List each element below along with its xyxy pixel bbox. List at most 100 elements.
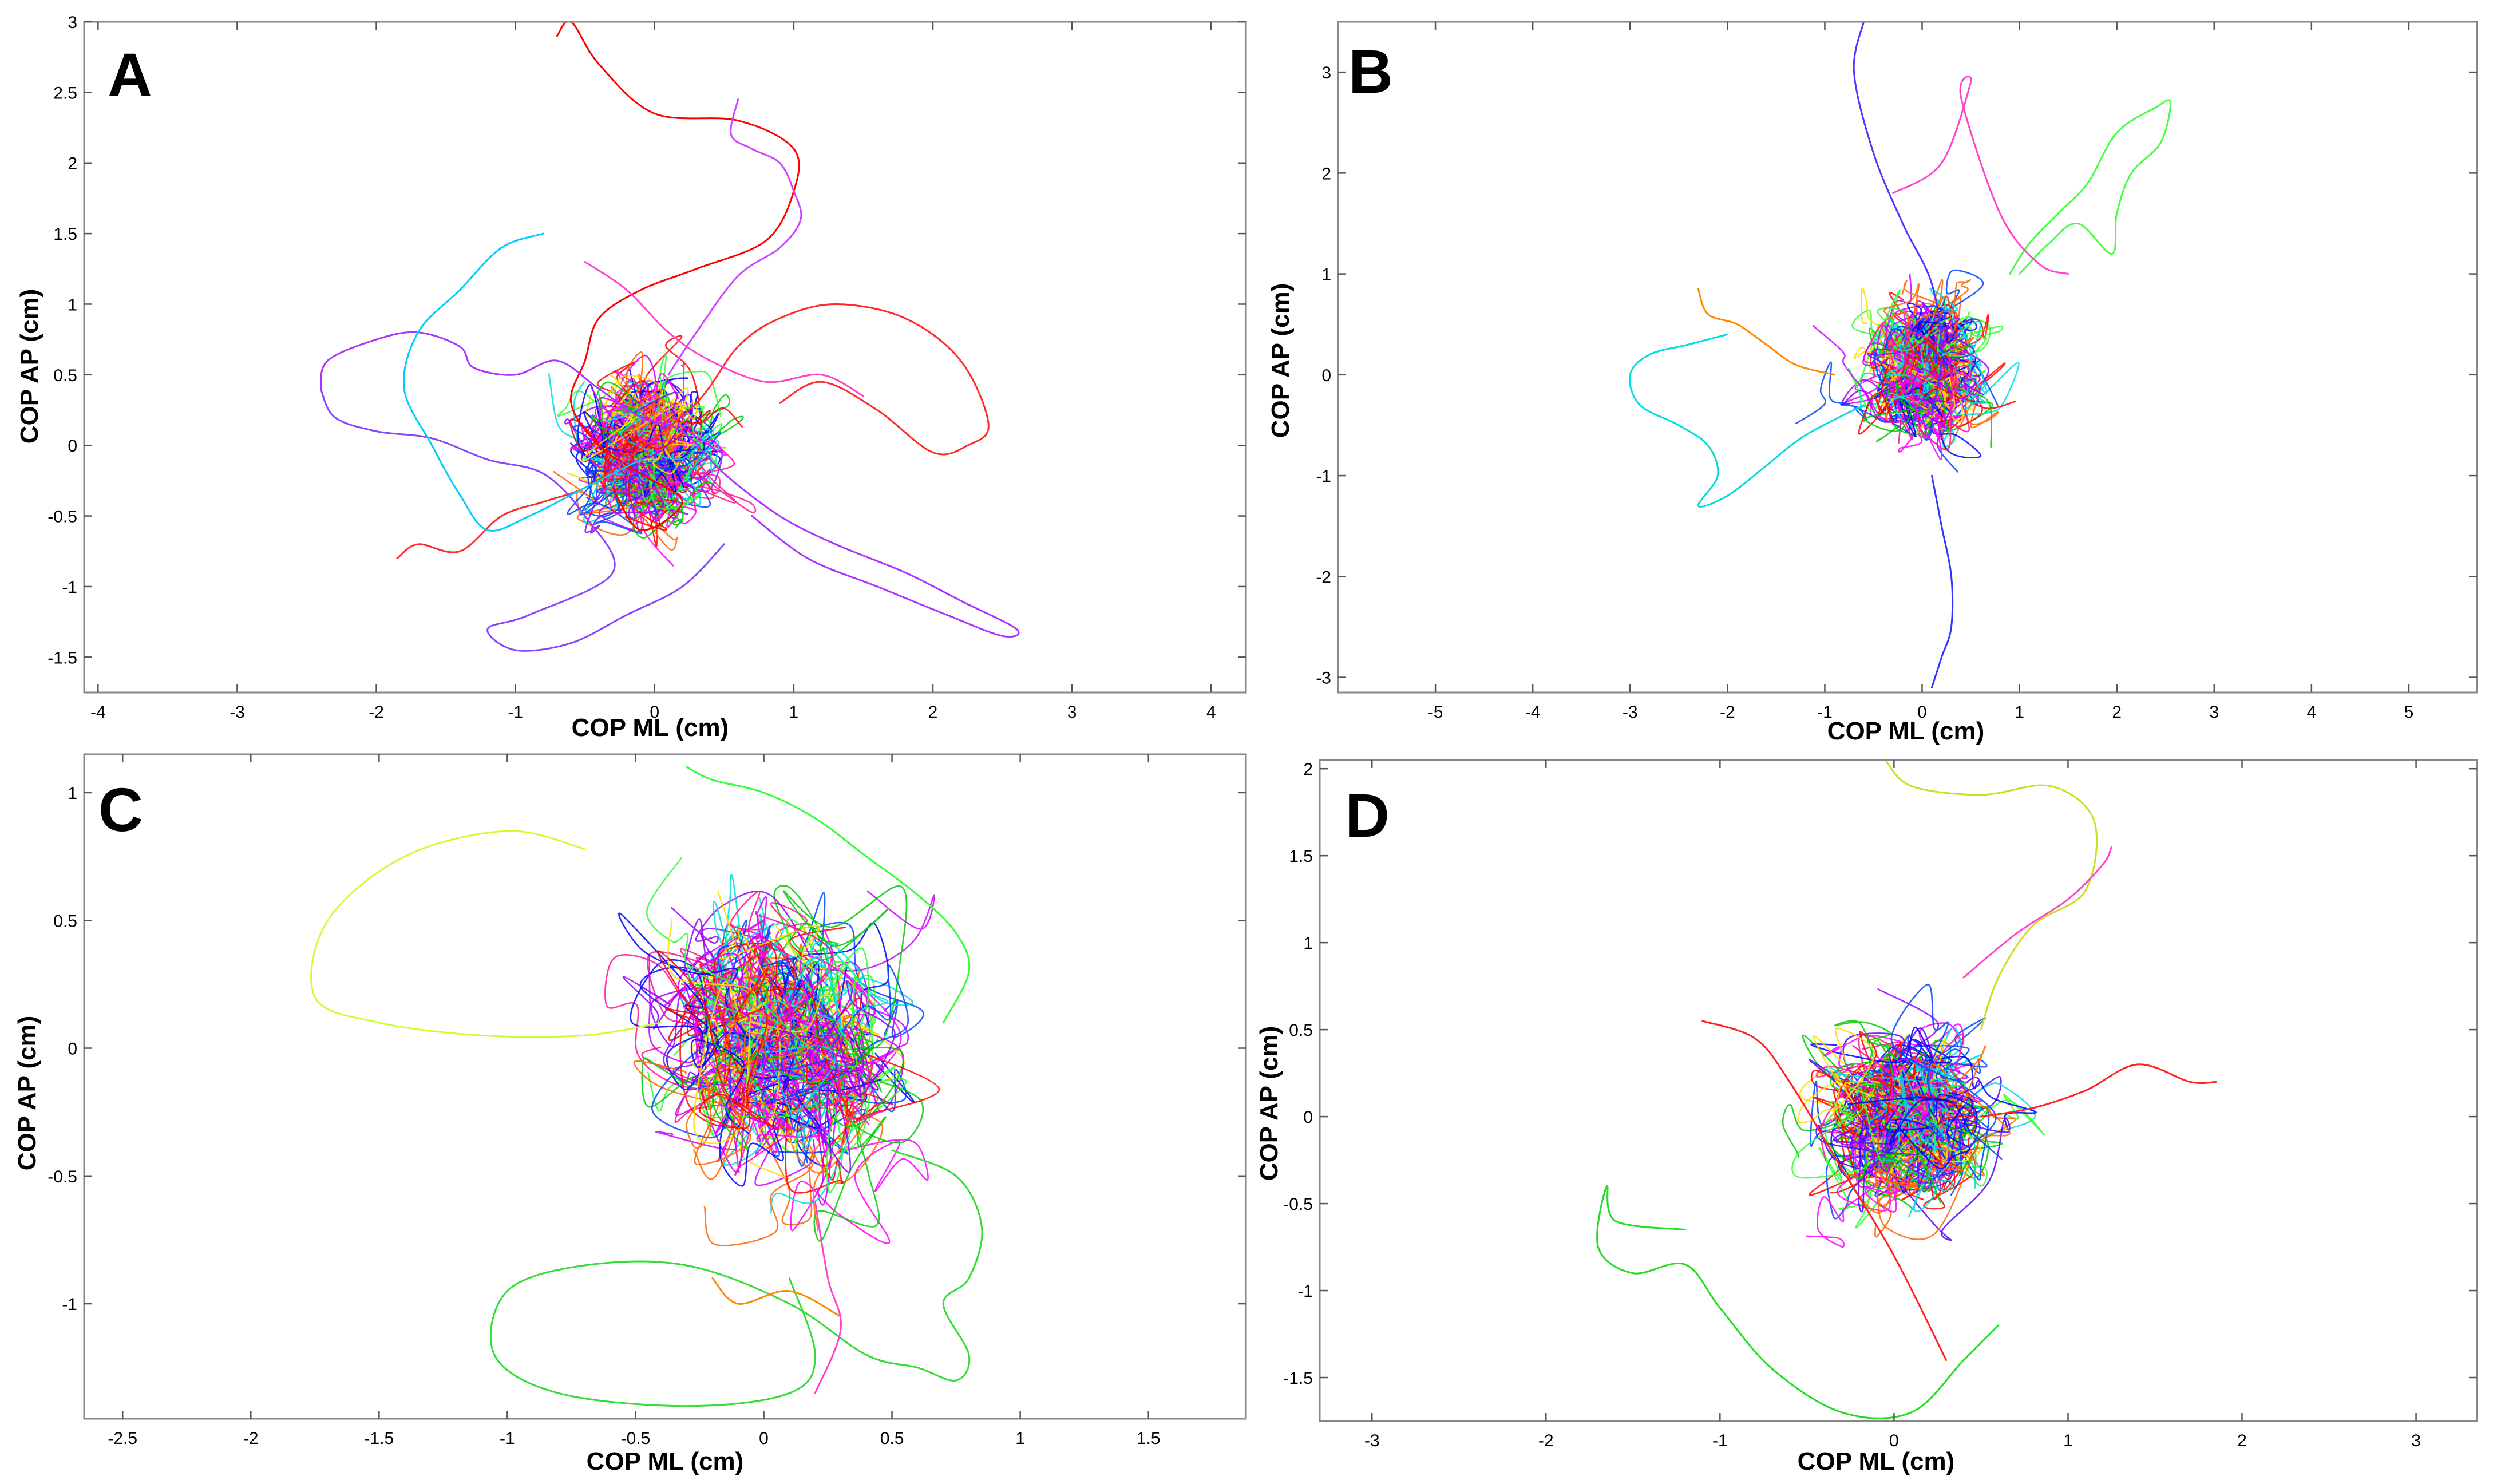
x-tick-label: 4 [2307, 703, 2317, 722]
x-axis-label: COP ML (cm) [1827, 717, 1985, 745]
x-tick-label: -1 [1712, 1431, 1728, 1450]
y-tick-label: 3 [68, 13, 77, 32]
y-tick-label: 1.5 [53, 225, 77, 244]
y-tick-label: -3 [1316, 669, 1331, 688]
x-tick-label: 0.5 [880, 1429, 904, 1448]
cluster-trace [770, 987, 858, 1214]
trace-layer [1629, 22, 2171, 688]
y-tick-label: 1 [1303, 934, 1313, 953]
y-tick-label: -0.5 [48, 1168, 77, 1186]
cluster-trace [569, 417, 668, 531]
y-tick-label: 3 [1321, 64, 1331, 82]
cluster-trace [630, 959, 799, 1094]
y-tick-label: -1 [1316, 467, 1331, 486]
y-tick-label: 2 [68, 155, 77, 173]
x-axis-label: COP ML (cm) [587, 1447, 744, 1475]
x-axis-label: COP ML (cm) [1798, 1447, 1955, 1475]
cluster-trace [775, 892, 924, 1038]
cluster-trace [762, 973, 862, 1098]
x-tick-label: -2 [369, 703, 384, 722]
plot-border [1337, 21, 2478, 694]
series-line-trace-2 [1596, 1185, 2000, 1419]
x-tick-label: 0 [1917, 703, 1927, 722]
cluster-trace [641, 978, 767, 1111]
y-tick-label: 0 [68, 1040, 77, 1059]
y-tick-label: 1.5 [1289, 847, 1313, 866]
cluster-trace [1941, 362, 2020, 448]
panel-d: -3 -2 -1 0 1 2 3 -1.5 -1 -0.5 0 0.5 1 1.5 2 D COP ML (… [1255, 759, 2478, 1475]
cluster-trace [1815, 1041, 1913, 1116]
cluster-trace [755, 956, 841, 1120]
y-tick-label: 2.5 [53, 84, 77, 102]
series-line-trace-1 [556, 22, 800, 531]
cluster-trace [1858, 342, 1917, 435]
series-line-trace-6 [402, 232, 642, 532]
plot-frame [83, 753, 1247, 1420]
x-tick-label: 3 [1067, 703, 1077, 722]
cluster-trace [1890, 984, 2003, 1160]
x-tick-label: -2 [243, 1429, 259, 1448]
y-tick-label: 1 [68, 295, 77, 314]
tick-layer: -3 -2 -1 0 1 2 3 -1.5 -1 -0.5 0 0.5 1 1.5 2 [1283, 760, 2477, 1450]
y-tick-label: -1 [62, 1295, 77, 1314]
cluster-trace [1863, 321, 1930, 403]
cluster-trace [598, 378, 650, 482]
x-tick-label: -0.5 [621, 1429, 651, 1448]
x-tick-label: -3 [1623, 703, 1638, 722]
y-tick-label: -1.5 [48, 648, 77, 667]
cluster-trace [1883, 280, 1957, 334]
x-tick-label: 2 [928, 703, 938, 722]
x-tick-label: -1 [500, 1429, 515, 1448]
cluster-trace [1806, 1119, 1897, 1248]
x-tick-label: -1.5 [364, 1429, 394, 1448]
panel-label: C [98, 775, 143, 844]
series-line-trace-4 [1853, 22, 1942, 416]
y-tick-label: 0 [1321, 366, 1331, 385]
y-tick-label: 2 [1303, 760, 1313, 779]
trace-layer [310, 766, 983, 1407]
series-line-trace-3 [1980, 1063, 2217, 1118]
series-line-trace-1 [1884, 760, 2098, 1031]
cluster-trace [599, 414, 684, 515]
series-line-trace-5 [667, 98, 802, 376]
cluster-trace [1867, 1022, 1974, 1115]
x-tick-label: 1.5 [1137, 1429, 1161, 1448]
tick-layer: -2.5 -2 -1.5 -1 -0.5 0 0.5 1 1.5 -1 -0.5 0 0.5 1 [48, 754, 1246, 1448]
trace-layer [1596, 760, 2217, 1419]
tick-layer: -4 -3 -2 -1 0 1 2 3 4 -1.5 -1 -0.5 0 0.5 1 1.5 2 2.5 3 [48, 13, 1246, 722]
cluster-trace [1869, 363, 1970, 433]
x-tick-label: -5 [1428, 703, 1443, 722]
y-axis-label: COP AP (cm) [13, 1016, 41, 1171]
panel-label: B [1348, 37, 1393, 106]
cluster-trace [1833, 1073, 1895, 1177]
series-line-trace-5 [1931, 474, 1954, 688]
cluster-trace [1810, 1026, 1952, 1111]
y-tick-label: -1 [62, 578, 77, 597]
tick-layer: -5 -4 -3 -2 -1 0 1 2 3 4 5 -3 -2 -1 0 1 2 3 [1316, 22, 2477, 722]
series-line-trace-1 [1629, 333, 1865, 508]
x-tick-label: -4 [90, 703, 106, 722]
x-tick-label: -3 [229, 703, 245, 722]
x-tick-label: 0 [650, 703, 659, 722]
x-tick-label: 3 [2209, 703, 2219, 722]
cluster-trace [607, 391, 679, 487]
y-tick-label: -0.5 [1283, 1195, 1313, 1214]
panel-a: -4 -3 -2 -1 0 1 2 3 4 -1.5 -1 -0.5 0 0.5 1 1.5 2 2.5 3 A C… [15, 13, 1247, 742]
cluster-trace [1906, 331, 1953, 451]
cluster-trace [686, 987, 751, 1165]
y-tick-label: 1 [1321, 266, 1331, 284]
x-tick-label: -1 [508, 703, 523, 722]
cluster-trace [1867, 1068, 1949, 1151]
y-tick-label: -1.5 [1283, 1369, 1313, 1388]
cluster-trace [675, 1017, 788, 1173]
cluster-trace [796, 961, 907, 1194]
series-line-trace-2 [1697, 288, 1835, 376]
series-line-trace-7 [584, 261, 864, 397]
series-line-trace-5 [1962, 846, 2112, 979]
x-tick-label: 1 [2063, 1431, 2073, 1450]
series-line-trace-3 [2009, 99, 2171, 275]
cluster-trace [1812, 325, 1957, 424]
cluster-trace [1920, 325, 1960, 399]
cluster-trace [633, 963, 819, 1113]
